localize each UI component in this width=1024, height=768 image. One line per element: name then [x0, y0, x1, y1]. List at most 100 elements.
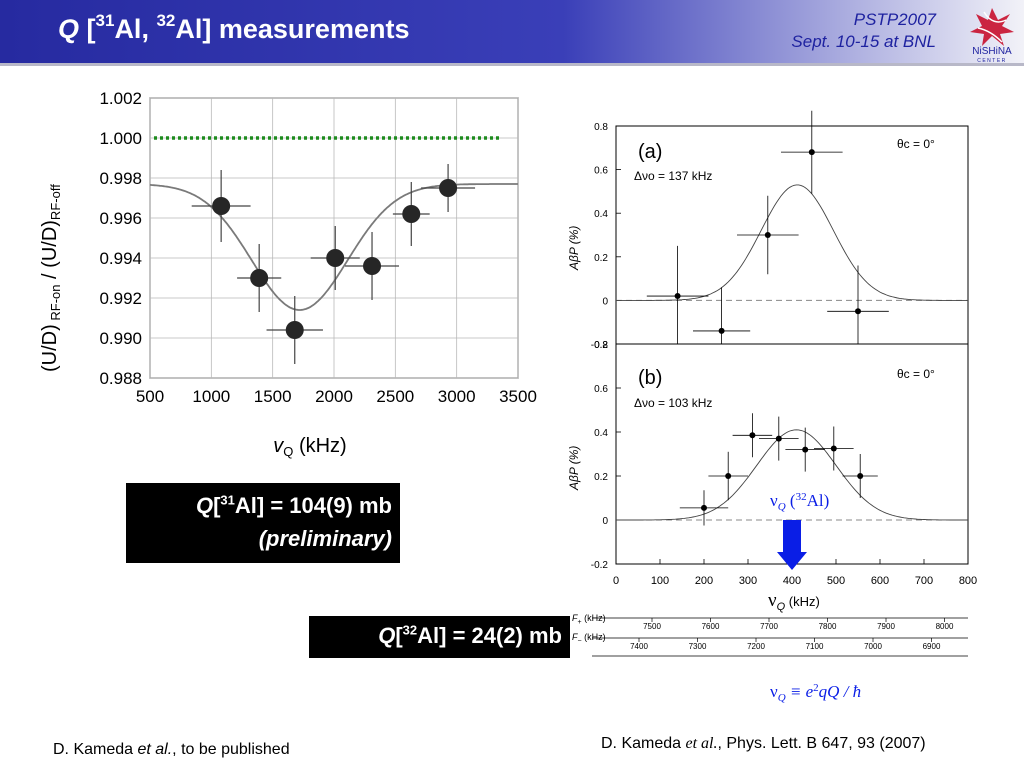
y-tick-label: -0.2 — [591, 560, 609, 571]
nu-q-formula: νQ ≡ e2qQ / ħ — [770, 682, 861, 704]
data-marker — [749, 432, 756, 439]
data-point — [708, 451, 748, 501]
panel-b-data-points — [679, 413, 878, 526]
y-tick-label: 0.2 — [594, 472, 608, 483]
panel-a-label: (a) — [638, 141, 662, 163]
data-marker — [857, 473, 864, 479]
y-tick-label: 1.002 — [99, 89, 142, 108]
logo-subname: CENTER — [977, 58, 1007, 64]
data-marker — [285, 321, 304, 339]
arrow-label: νQ (32Al) — [770, 491, 829, 513]
y-tick-label: 0.998 — [99, 169, 142, 188]
data-marker — [402, 205, 421, 223]
data-marker — [439, 179, 458, 197]
y-tick-label: 0.4 — [594, 428, 608, 439]
data-marker — [725, 473, 732, 479]
right-chart-b: -0.2 0 0.2 0.4 0.6 0.8 0 100 200 300 400 500 600 700… — [567, 340, 977, 613]
conference-info: PSTP2007 Sept. 10-15 at BNL — [791, 9, 936, 53]
title-bar: Q [31Al, 32Al] measurements PSTP2007 Sep… — [0, 0, 1024, 66]
conference-dates: Sept. 10-15 at BNL — [791, 32, 936, 51]
data-marker — [808, 149, 815, 156]
data-marker — [363, 257, 382, 275]
data-marker — [802, 446, 809, 453]
panel-b-angle: θc = 0° — [897, 367, 935, 381]
data-point — [785, 427, 825, 472]
data-point — [814, 426, 854, 471]
data-point — [732, 413, 773, 458]
data-marker — [718, 327, 725, 334]
left-x-ticks: 500 1000 1500 2000 2500 3000 3500 — [136, 387, 537, 406]
f-plus-tick-label: 7800 — [819, 622, 837, 631]
f-minus-tick-label: 7100 — [806, 642, 824, 651]
data-point — [679, 490, 729, 526]
y-tick-label: 0 — [602, 516, 608, 527]
f-minus-ticks: 7400 7300 7200 7100 7000 6900 — [630, 638, 941, 651]
y-tick-label: 0.994 — [99, 249, 142, 268]
frequency-scales: F+ (kHz) F− (kHz) 7500 7600 7700 7800 7900 80… — [572, 613, 968, 657]
f-minus-tick-label: 7300 — [689, 642, 707, 651]
data-point — [237, 244, 282, 312]
slide-title: Q [31Al, 32Al] measurements — [58, 11, 410, 44]
f-plus-ticks: 7500 7600 7700 7800 7900 8000 — [643, 618, 954, 631]
panel-a-y-axis-title: AβP (%) — [567, 226, 581, 271]
f-minus-tick-label: 7200 — [747, 642, 765, 651]
panel-a-data-points — [646, 110, 889, 344]
f-minus-label: F− (kHz) — [572, 632, 606, 645]
left-fit-curve — [149, 183, 518, 311]
left-chart: 0.988 0.990 0.992 0.994 0.996 0.998 1.000 1.002… — [39, 89, 537, 459]
data-point — [421, 164, 476, 212]
reference-left: D. Kameda et al., to be published — [53, 741, 290, 758]
y-tick-label: 0.2 — [594, 253, 608, 264]
logo-mark — [970, 8, 1014, 46]
data-marker — [212, 197, 231, 215]
panel-b-x-axis-title: νQ (kHz) — [768, 590, 820, 613]
x-tick-label: 200 — [695, 575, 713, 587]
panel-a-fit-curve — [616, 184, 968, 301]
data-point — [781, 110, 843, 194]
y-tick-label: 0.992 — [99, 289, 142, 308]
x-tick-label: 300 — [739, 575, 757, 587]
y-tick-label: 0.8 — [594, 340, 608, 351]
x-tick-label: 1500 — [254, 387, 292, 406]
conference-name: PSTP2007 — [853, 10, 936, 29]
x-tick-label: 2500 — [376, 387, 414, 406]
y-tick-label: 0.4 — [594, 209, 608, 220]
f-plus-tick-label: 7900 — [877, 622, 895, 631]
q31-result-box: Q[31Al] = 104(9) mb (preliminary) — [126, 483, 400, 563]
y-tick-label: 0.988 — [99, 369, 142, 388]
nu-q-arrow — [777, 520, 807, 570]
f-plus-label: F+ (kHz) — [572, 613, 606, 626]
data-point — [693, 287, 751, 344]
reference-right: D. Kameda et al., Phys. Lett. B 647, 93 … — [601, 735, 926, 752]
title-q: Q — [58, 14, 80, 44]
panel-b-width: Δνo = 103 kHz — [634, 396, 712, 410]
x-tick-label: 100 — [651, 575, 669, 587]
x-tick-label: 2000 — [315, 387, 353, 406]
data-point — [842, 454, 878, 498]
data-point — [392, 182, 430, 246]
data-point — [737, 195, 799, 275]
f-minus-tick-label: 7400 — [630, 642, 648, 651]
x-tick-label: 500 — [827, 575, 845, 587]
q31-value: Q[31Al] = 104(9) mb — [195, 492, 392, 518]
nishina-logo: NiSHiNA CENTER — [970, 8, 1014, 64]
f-plus-tick-label: 7500 — [643, 622, 661, 631]
left-data-points — [191, 164, 476, 364]
f-minus-tick-label: 6900 — [923, 642, 941, 651]
x-tick-label: 0 — [613, 575, 619, 587]
f-plus-tick-label: 7600 — [702, 622, 720, 631]
data-point — [266, 296, 323, 364]
x-tick-label: 3000 — [438, 387, 476, 406]
data-marker — [701, 504, 707, 511]
data-marker — [775, 435, 782, 442]
y-tick-label: 0.8 — [594, 122, 608, 133]
left-y-axis-title: (U/D) RF-on / (U/D)RF-off — [39, 184, 63, 372]
data-marker — [674, 293, 681, 300]
x-tick-label: 700 — [915, 575, 933, 587]
title-mass-32: 32 — [156, 11, 176, 30]
y-tick-label: 0.6 — [594, 384, 608, 395]
y-tick-label: 0.996 — [99, 209, 142, 228]
f-minus-tick-label: 7000 — [864, 642, 882, 651]
panel-b-y-axis-title: AβP (%) — [567, 446, 581, 491]
